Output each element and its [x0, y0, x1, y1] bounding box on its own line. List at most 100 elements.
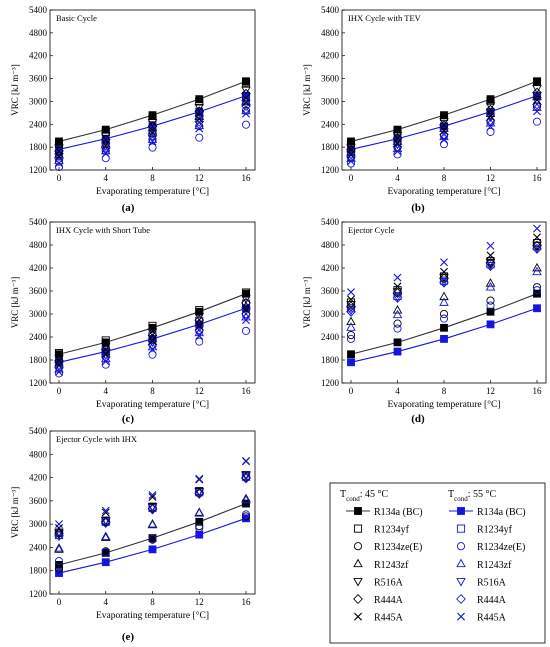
- x-tick-label: 16: [533, 386, 543, 396]
- data-point: [195, 307, 204, 316]
- data-point: [195, 523, 204, 533]
- data-point: [485, 258, 496, 268]
- data-point: [346, 301, 356, 312]
- legend-entry-R445A: R445A R445A: [354, 613, 507, 624]
- chart-panel-c: 1200 1800 2400 3000 3600 4200 4800 5400 0 4 8 12 16 I…: [10, 217, 256, 425]
- data-point: [101, 141, 110, 150]
- chart-title: Basic Cycle: [56, 13, 97, 23]
- data-point: [532, 283, 542, 292]
- legend-header-45: Tcond: 45 °C: [340, 489, 388, 503]
- x-tick-label: 4: [395, 173, 400, 183]
- legend-entry-R444A: R444A R444A: [353, 593, 507, 606]
- data-point: [439, 309, 449, 319]
- series-R444A-45: [54, 297, 251, 366]
- y-tick-label: 5400: [321, 5, 340, 15]
- data-point: [147, 130, 158, 141]
- data-point: [101, 357, 110, 366]
- x-axis-label: Evaporating temperature [°C]: [387, 399, 500, 410]
- data-point: [440, 126, 448, 135]
- y-tick-label: 1200: [29, 165, 48, 175]
- series-R444A-55: [346, 243, 542, 317]
- y-tick-label: 1200: [29, 378, 48, 388]
- x-tick-label: 12: [486, 386, 495, 396]
- legend-marker: [353, 524, 363, 533]
- x-tick-label: 4: [395, 386, 400, 396]
- series-R445A-55: [347, 224, 541, 297]
- x-tick-label: 8: [150, 173, 155, 183]
- data-point: [100, 517, 111, 529]
- y-tick-label: 3000: [29, 96, 48, 106]
- data-point: [346, 322, 356, 331]
- data-point: [486, 251, 495, 260]
- data-point: [195, 530, 204, 539]
- y-tick-label: 1200: [29, 589, 48, 599]
- data-point: [194, 312, 205, 322]
- data-point: [242, 305, 250, 314]
- data-point: [55, 137, 63, 146]
- x-tick-label: 16: [242, 386, 252, 396]
- legend-entry-R1234yf: R1234yf R1234yf: [353, 524, 513, 536]
- legend-marker: [353, 542, 363, 551]
- chart-panel-d: 1200 1800 2400 3000 3600 4200 4800 5400 0 4 8 12 16 E…: [302, 217, 547, 425]
- y-axis-label: VRC [kJ m⁻³]: [302, 277, 312, 328]
- data-point: [485, 104, 496, 115]
- y-tick-label: 1200: [321, 165, 340, 175]
- data-point: [347, 150, 355, 159]
- y-tick-label: 4200: [29, 51, 48, 61]
- data-point: [195, 95, 204, 104]
- data-point: [55, 569, 63, 577]
- data-point: [392, 287, 403, 298]
- data-point: [347, 350, 355, 359]
- legend-header-part: : 55 °C: [468, 489, 497, 500]
- series-R444A-55: [54, 473, 251, 541]
- panel-label: (d): [411, 413, 425, 425]
- y-tick-label: 5400: [29, 426, 48, 436]
- x-tick-label: 12: [486, 173, 495, 183]
- data-point: [346, 331, 356, 340]
- series-R1234zeE-55: [54, 120, 251, 172]
- series-R445A-55: [55, 109, 250, 168]
- data-point: [241, 100, 251, 112]
- x-tick-label: 16: [242, 173, 252, 183]
- y-axis-label: VRC [kJ m⁻³]: [10, 487, 20, 538]
- data-point: [55, 520, 63, 529]
- data-point: [439, 291, 449, 301]
- data-point: [194, 116, 205, 127]
- y-tick-label: 5400: [29, 217, 48, 227]
- y-tick-label: 1800: [29, 355, 48, 365]
- data-point: [241, 78, 251, 87]
- data-point: [485, 257, 496, 269]
- data-point: [440, 267, 448, 276]
- data-point: [485, 282, 496, 291]
- data-point: [100, 142, 111, 153]
- legend-label: R516A: [374, 577, 404, 588]
- y-tick-label: 2400: [29, 542, 48, 552]
- data-point: [393, 147, 402, 156]
- series-R1234zeE-45: [346, 283, 542, 340]
- x-axis-label: Evaporating temperature [°C]: [96, 399, 209, 410]
- y-axis-label: VRC [kJ m⁻³]: [10, 277, 20, 328]
- data-point: [148, 492, 157, 501]
- x-axis-label: Evaporating temperature [°C]: [387, 186, 500, 197]
- data-point: [439, 272, 449, 281]
- x-axis-label: Evaporating temperature [°C]: [96, 186, 209, 197]
- data-point: [195, 114, 204, 123]
- y-tick-label: 4200: [29, 263, 48, 273]
- series-R1234zeE-55: [346, 286, 542, 343]
- data-point: [148, 111, 157, 120]
- x-axis-label: Evaporating temperature [°C]: [96, 610, 209, 621]
- data-point: [148, 129, 157, 138]
- data-point: [532, 85, 542, 94]
- data-point: [195, 133, 204, 142]
- legend-label: R1234ze(E): [477, 542, 525, 553]
- data-point: [242, 316, 250, 325]
- chart-panel-a: 1200 1800 2400 3000 3600 4200 4800 5400 0 4 8 12 16 B…: [10, 5, 256, 214]
- y-tick-label: 1800: [321, 142, 340, 152]
- x-tick-label: 12: [195, 597, 204, 607]
- data-point: [195, 474, 204, 483]
- data-point: [440, 258, 448, 267]
- data-point: [54, 152, 64, 162]
- data-point: [195, 124, 204, 133]
- y-tick-label: 2400: [321, 119, 340, 129]
- x-tick-label: 0: [349, 386, 354, 396]
